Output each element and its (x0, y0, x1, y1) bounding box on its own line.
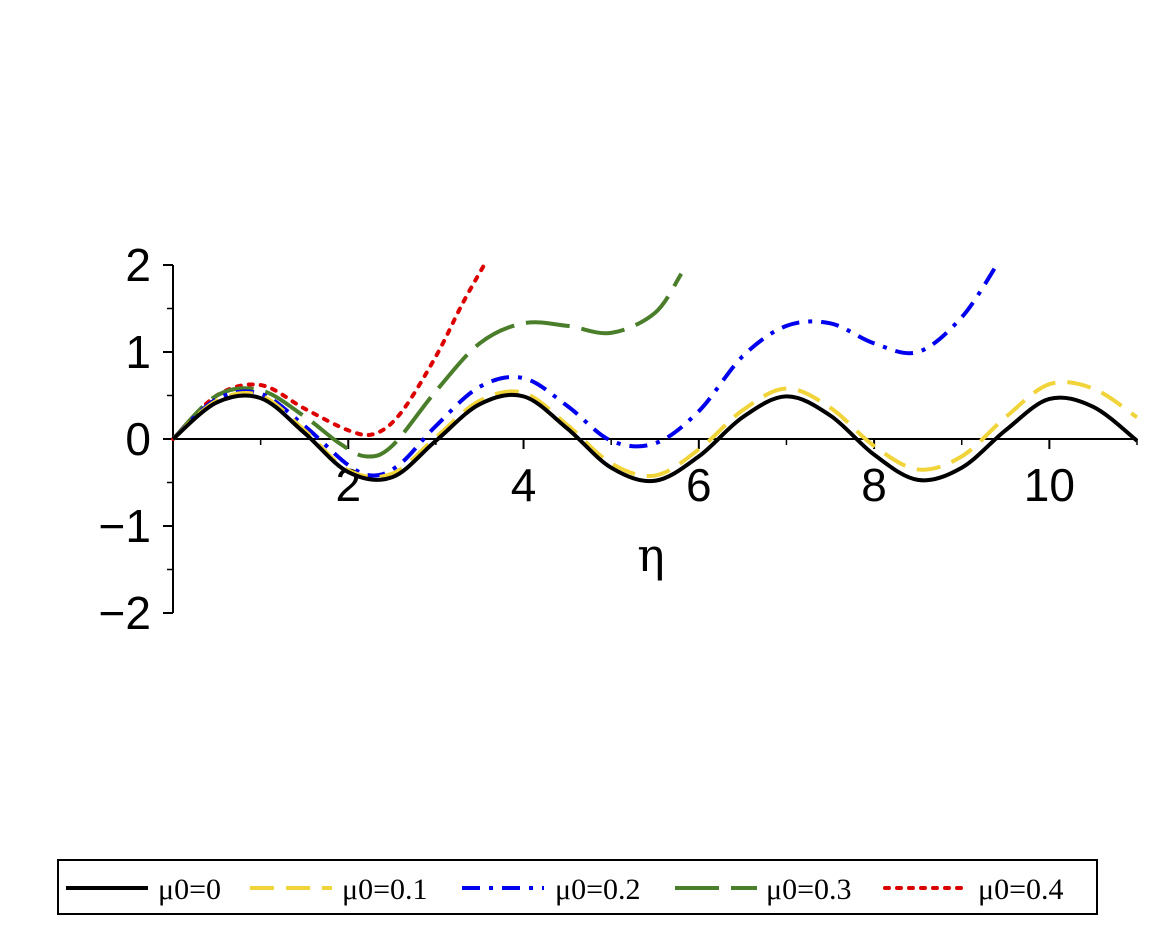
legend-label-1: μ0=0.1 (342, 873, 428, 906)
y-tick-label: 0 (125, 413, 151, 465)
x-tick-label: 8 (861, 459, 887, 511)
series-line-2 (171, 263, 999, 478)
legend-label-4: μ0=0.4 (978, 873, 1064, 906)
series-line-0 (171, 392, 1139, 484)
y-tick-label: −2 (99, 587, 151, 639)
x-tick-label: 10 (1024, 459, 1075, 511)
legend-label-2: μ0=0.2 (555, 873, 641, 906)
series-layer (171, 263, 1139, 484)
y-tick-label: 1 (125, 326, 151, 378)
legend: μ0=0 μ0=0.1 μ0=0.2 μ0=0.3 μ0=0.4 (57, 859, 1098, 915)
x-axis-label: η (637, 528, 665, 582)
x-tick-label: 6 (686, 459, 712, 511)
legend-label-3: μ0=0.3 (766, 873, 852, 906)
series-line-4 (171, 263, 487, 441)
series-line-1 (171, 380, 1139, 480)
y-tick-label: −1 (99, 500, 151, 552)
x-tick-label: 4 (511, 459, 537, 511)
legend-label-0: μ0=0 (158, 873, 221, 906)
series-line-3 (171, 272, 683, 459)
y-tick-label: 2 (125, 239, 151, 291)
